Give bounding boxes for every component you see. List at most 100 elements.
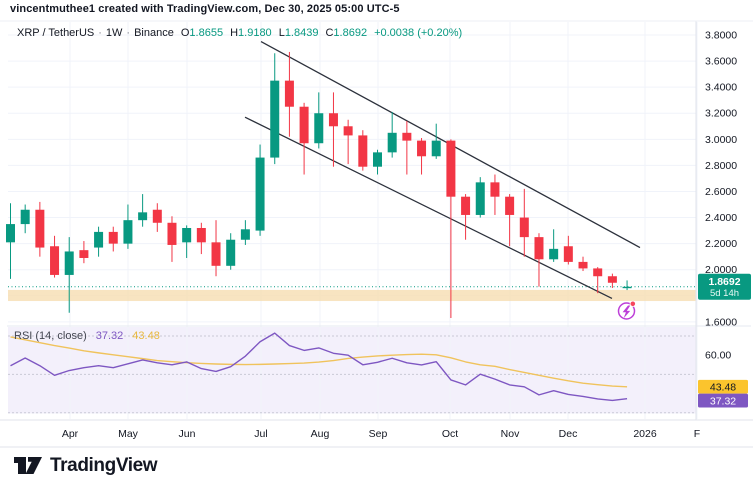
- time-tick-label: Oct: [442, 428, 458, 440]
- candle: [138, 194, 148, 227]
- exchange-label: Binance: [134, 27, 174, 39]
- time-tick-label: Sep: [369, 428, 388, 440]
- channel-lower-line[interactable]: [244, 116, 613, 299]
- candle: [431, 123, 441, 159]
- candle: [240, 220, 250, 245]
- rsi-ma-badge-value: 43.48: [710, 381, 736, 393]
- price-tick-label: 2.2000: [705, 238, 737, 250]
- candle: [108, 226, 118, 252]
- rsi-value-badge: [698, 393, 748, 408]
- time-tick-label: Jun: [179, 428, 196, 440]
- high-value: H1.9180: [230, 27, 272, 39]
- price-tick-label: 2.4000: [705, 212, 737, 224]
- candle: [167, 216, 177, 262]
- candle: [505, 194, 515, 247]
- candle: [270, 53, 280, 165]
- candle: [593, 267, 603, 294]
- candle: [373, 149, 382, 175]
- time-tick-label: F: [694, 428, 700, 440]
- tradingview-logo-icon: [14, 457, 42, 474]
- rsi-level-lines: [8, 335, 696, 414]
- candle: [211, 220, 221, 277]
- candle: [461, 194, 471, 240]
- event-flash-icon[interactable]: [617, 300, 636, 320]
- interval-label[interactable]: 1W: [105, 27, 123, 39]
- candle: [6, 203, 15, 279]
- price-axis[interactable]: 3.8000 3.6000 3.4000 3.2000 3.0000 2.8000 2.60…: [705, 30, 737, 329]
- candle: [519, 188, 529, 257]
- open-value: O1.8655: [180, 27, 224, 39]
- candle: [20, 204, 30, 234]
- time-tick-label: 2026: [633, 428, 657, 440]
- price-tick-label: 2.8000: [705, 160, 737, 172]
- tradingview-logo[interactable]: TradingView: [13, 454, 158, 478]
- candle: [94, 226, 104, 257]
- support-zone: [8, 289, 696, 302]
- candle: [255, 144, 265, 236]
- legend-separator: ·: [126, 27, 131, 39]
- price-tick-label: 2.0000: [705, 264, 737, 276]
- tradingview-logo-text: TradingView: [50, 455, 158, 476]
- candle: [79, 241, 89, 264]
- candle: [387, 111, 397, 158]
- candle: [607, 273, 617, 288]
- candle: [299, 102, 309, 175]
- change-value: +0.0038 (+0.20%): [374, 27, 463, 39]
- price-tick-label: 3.6000: [705, 56, 737, 68]
- candle: [182, 225, 192, 258]
- rsi-axis[interactable]: 60.00 43.48 37.32: [698, 350, 748, 408]
- symbol-legend[interactable]: XRP / TetherUS · 1W · Binance O1.8655 H1.9180 L…: [17, 27, 462, 39]
- symbol-name[interactable]: XRP / TetherUS: [17, 27, 95, 39]
- rsi-badge-value: 37.32: [710, 395, 736, 407]
- candle: [578, 256, 588, 272]
- candle: [314, 92, 324, 149]
- time-tick-label: Aug: [311, 428, 330, 440]
- candle: [475, 177, 485, 218]
- price-tick-label: 2.6000: [705, 186, 737, 198]
- candle: [35, 201, 45, 257]
- time-tick-label: Nov: [501, 428, 520, 440]
- time-tick-label: Apr: [62, 428, 79, 440]
- pane-separators: [0, 20, 753, 448]
- candlestick-series: [6, 51, 632, 318]
- attribution-text: vincentmuthee1 created with TradingView.…: [10, 3, 400, 15]
- candle: [534, 233, 544, 287]
- price-tick-label: 3.4000: [705, 82, 737, 94]
- candle: [152, 203, 162, 232]
- price-tick-label: 1.6000: [705, 316, 737, 328]
- close-value: C1.8692: [325, 27, 368, 39]
- grid: [8, 22, 698, 419]
- candle: [328, 92, 338, 167]
- rsi-tick-label: 60.00: [705, 350, 731, 362]
- candle: [196, 222, 206, 255]
- candle: [549, 229, 559, 262]
- rsi-ma-badge: [698, 379, 748, 394]
- candle: [226, 233, 236, 270]
- candle: [284, 51, 294, 137]
- candle: [50, 235, 60, 278]
- candle: [358, 130, 368, 171]
- rsi-ma-value: 43.48: [132, 330, 160, 342]
- time-tick-label: Jul: [254, 428, 267, 440]
- candle: [343, 119, 353, 165]
- candle: [123, 204, 133, 249]
- candle: [490, 174, 500, 215]
- time-axis[interactable]: Apr May Jun Jul Aug Sep Oct Nov Dec 2026 F: [62, 428, 700, 440]
- last-price-value: 1.8692: [708, 276, 740, 288]
- candle: [622, 280, 632, 291]
- rsi-legend[interactable]: RSI (14, close) 37.32 43.48: [14, 330, 160, 342]
- rsi-title[interactable]: RSI (14, close): [14, 330, 87, 342]
- candle: [417, 138, 427, 175]
- candle: [563, 235, 573, 265]
- bar-countdown: 5d 14h: [710, 288, 739, 299]
- rsi-pane-background: [8, 327, 696, 414]
- legend-separator: ·: [98, 27, 102, 39]
- rsi-ma-line: [10, 336, 628, 388]
- candle: [446, 139, 456, 318]
- price-tick-label: 3.0000: [705, 134, 737, 146]
- rsi-current-value: 37.32: [95, 330, 124, 342]
- candle: [64, 237, 74, 313]
- time-tick-label: Dec: [559, 428, 578, 440]
